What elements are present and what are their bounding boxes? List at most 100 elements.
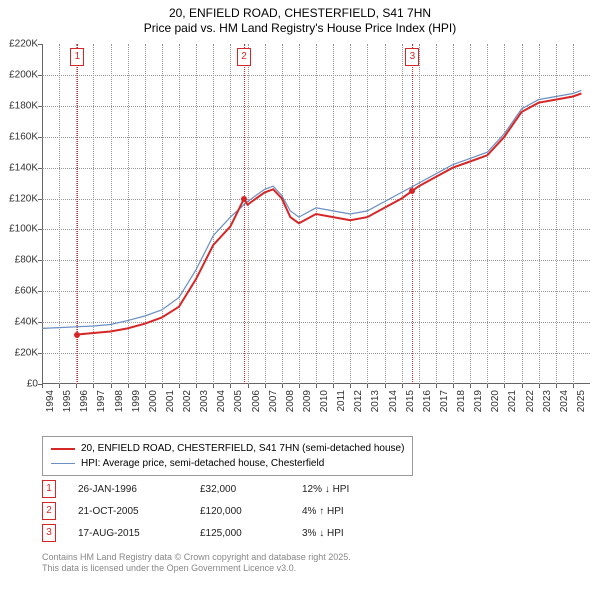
x-tick — [282, 384, 283, 388]
legend-label: HPI: Average price, semi-detached house,… — [81, 456, 324, 471]
x-axis-label: 1995 — [62, 390, 73, 412]
event-diff: 12% ↓ HPI — [302, 484, 349, 495]
y-axis-label: £40K — [15, 317, 38, 328]
x-axis-label: 2003 — [199, 390, 210, 412]
x-tick — [487, 384, 488, 388]
y-axis-label: £220K — [9, 39, 38, 50]
x-tick — [504, 384, 505, 388]
line-svg — [42, 44, 590, 384]
x-axis-label: 2012 — [353, 390, 364, 412]
x-tick — [196, 384, 197, 388]
x-tick — [59, 384, 60, 388]
x-axis-label: 2004 — [216, 390, 227, 412]
y-axis-label: £60K — [15, 286, 38, 297]
event-row: 2 21-OCT-2005 £120,000 4% ↑ HPI — [42, 500, 349, 522]
sale-dot — [74, 332, 80, 338]
event-marker-icon: 1 — [42, 480, 56, 498]
x-tick — [93, 384, 94, 388]
x-tick — [385, 384, 386, 388]
x-tick — [42, 384, 43, 388]
legend-swatch — [51, 463, 75, 464]
x-tick — [522, 384, 523, 388]
x-tick — [436, 384, 437, 388]
event-date: 26-JAN-1996 — [78, 484, 178, 495]
x-tick — [367, 384, 368, 388]
x-axis-label: 2016 — [422, 390, 433, 412]
x-axis-label: 2001 — [165, 390, 176, 412]
x-tick — [402, 384, 403, 388]
x-tick — [453, 384, 454, 388]
x-axis-label: 2002 — [182, 390, 193, 412]
x-tick — [76, 384, 77, 388]
x-axis-label: 2019 — [473, 390, 484, 412]
series-price_paid — [77, 94, 581, 335]
event-date: 17-AUG-2015 — [78, 528, 178, 539]
x-tick — [162, 384, 163, 388]
x-axis-label: 1999 — [131, 390, 142, 412]
event-marker-box: 2 — [237, 48, 251, 66]
x-tick — [128, 384, 129, 388]
x-axis-label: 1996 — [79, 390, 90, 412]
event-price: £125,000 — [200, 528, 280, 539]
legend: 20, ENFIELD ROAD, CHESTERFIELD, S41 7HN … — [42, 436, 413, 476]
event-marker-icon: 3 — [42, 524, 56, 542]
x-axis-label: 2010 — [319, 390, 330, 412]
title-address: 20, ENFIELD ROAD, CHESTERFIELD, S41 7HN — [0, 6, 600, 21]
x-tick — [111, 384, 112, 388]
x-tick — [333, 384, 334, 388]
event-diff: 4% ↑ HPI — [302, 506, 344, 517]
y-axis-label: £180K — [9, 100, 38, 111]
events-table: 126-JAN-1996£32,00012% ↓ HPI221-OCT-2005… — [42, 478, 349, 544]
x-axis-label: 1994 — [45, 390, 56, 412]
x-axis-label: 2018 — [456, 390, 467, 412]
x-axis-label: 2006 — [251, 390, 262, 412]
x-tick — [573, 384, 574, 388]
x-tick — [265, 384, 266, 388]
event-marker-box: 1 — [70, 48, 84, 66]
x-tick — [248, 384, 249, 388]
x-axis-label: 2023 — [542, 390, 553, 412]
x-axis-label: 2017 — [439, 390, 450, 412]
event-row: 3 17-AUG-2015 £125,000 3% ↓ HPI — [42, 522, 349, 544]
x-axis-label: 2020 — [490, 390, 501, 412]
x-tick — [316, 384, 317, 388]
legend-row: HPI: Average price, semi-detached house,… — [51, 456, 404, 471]
event-marker-icon: 2 — [42, 502, 56, 520]
x-tick — [299, 384, 300, 388]
title-subtitle: Price paid vs. HM Land Registry's House … — [0, 21, 600, 36]
x-axis-label: 2009 — [302, 390, 313, 412]
event-diff: 3% ↓ HPI — [302, 528, 344, 539]
footer-line2: This data is licensed under the Open Gov… — [42, 563, 351, 574]
x-tick — [419, 384, 420, 388]
x-axis-label: 2014 — [388, 390, 399, 412]
event-row: 126-JAN-1996£32,00012% ↓ HPI — [42, 478, 349, 500]
x-axis-label: 1997 — [96, 390, 107, 412]
legend-swatch — [51, 448, 75, 450]
x-axis-label: 2024 — [559, 390, 570, 412]
event-date: 21-OCT-2005 — [78, 506, 178, 517]
series-hpi — [42, 90, 581, 328]
chart-container: { "title": { "line1": "20, ENFIELD ROAD,… — [0, 0, 600, 590]
footer-line1: Contains HM Land Registry data © Crown c… — [42, 552, 351, 563]
x-tick — [213, 384, 214, 388]
x-axis-label: 1998 — [114, 390, 125, 412]
y-axis-label: £80K — [15, 255, 38, 266]
x-tick — [230, 384, 231, 388]
x-tick — [539, 384, 540, 388]
legend-row: 20, ENFIELD ROAD, CHESTERFIELD, S41 7HN … — [51, 441, 404, 456]
chart-area: £0£20K£40K£60K£80K£100K£120K£140K£160K£1… — [42, 44, 590, 384]
legend-label: 20, ENFIELD ROAD, CHESTERFIELD, S41 7HN … — [81, 441, 404, 456]
x-axis-label: 2000 — [148, 390, 159, 412]
y-axis-label: £20K — [15, 348, 38, 359]
x-axis-label: 2013 — [370, 390, 381, 412]
sale-dot — [409, 188, 415, 194]
x-axis-label: 2021 — [507, 390, 518, 412]
y-axis-label: £100K — [9, 224, 38, 235]
x-tick — [350, 384, 351, 388]
x-tick — [556, 384, 557, 388]
y-axis-label: £160K — [9, 131, 38, 142]
event-price: £120,000 — [200, 506, 280, 517]
footer-attribution: Contains HM Land Registry data © Crown c… — [42, 552, 351, 575]
chart-title: 20, ENFIELD ROAD, CHESTERFIELD, S41 7HN … — [0, 0, 600, 36]
x-tick — [179, 384, 180, 388]
